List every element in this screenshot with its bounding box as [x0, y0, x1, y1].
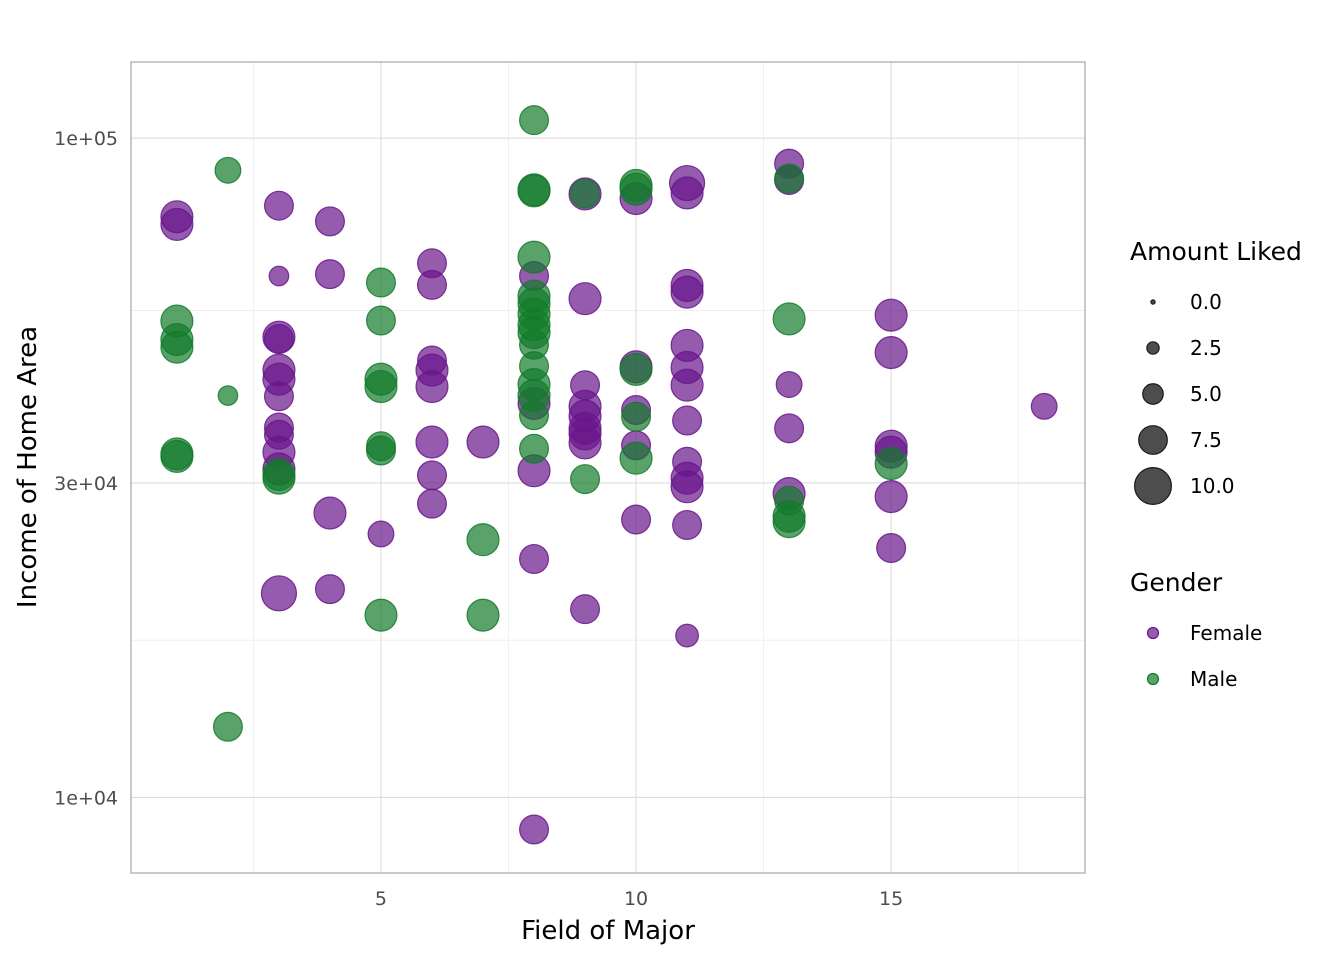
data-point-female [314, 206, 345, 237]
size-legend-title: Amount Liked [1130, 237, 1302, 266]
data-point-female [260, 575, 298, 612]
data-point-male [364, 370, 398, 404]
data-point-female [263, 190, 294, 221]
data-point-female [670, 275, 704, 309]
data-point-female [672, 405, 703, 436]
color-legend-keys: Female Male [1146, 621, 1262, 691]
data-point-male [217, 385, 239, 406]
x-tick-label: 10 [624, 888, 648, 910]
data-point-male [466, 523, 500, 557]
data-point-female [314, 574, 345, 605]
size-legend-label: 2.5 [1190, 336, 1222, 360]
data-point-male [517, 174, 551, 208]
data-point-female [1030, 392, 1058, 420]
data-point-female [774, 413, 805, 444]
color-legend-title: Gender [1130, 568, 1223, 597]
data-point-female [670, 176, 704, 210]
x-axis-title: Field of Major [521, 916, 695, 946]
x-tick-label: 5 [375, 888, 387, 910]
data-point-female [621, 504, 652, 535]
data-point-female [672, 509, 703, 540]
legend: Amount Liked 0.0 2.5 5.0 7.5 10.0 Gender Fem… [1130, 237, 1302, 691]
data-point-female [268, 265, 290, 287]
data-point-female [874, 335, 908, 370]
size-legend-symbol [1134, 467, 1172, 505]
data-point-male [160, 439, 194, 474]
data-point-female [416, 460, 447, 491]
data-point-male [262, 461, 296, 495]
data-point-female [466, 425, 500, 459]
data-point-female [160, 207, 194, 241]
data-point-male [621, 401, 652, 432]
data-point-male [466, 598, 500, 632]
data-point-male [365, 305, 396, 336]
size-legend-keys: 0.0 2.5 5.0 7.5 10.0 [1134, 290, 1235, 505]
data-point-male [519, 105, 550, 136]
data-point-male [619, 172, 653, 206]
color-legend-label: Female [1190, 621, 1262, 645]
y-tick-label: 1e+05 [54, 128, 118, 150]
data-point-male [619, 352, 653, 386]
size-legend-label: 0.0 [1190, 290, 1222, 314]
size-legend-symbol [1138, 425, 1168, 455]
data-point-female [367, 520, 395, 548]
data-point-male [365, 435, 396, 466]
y-tick-label: 1e+04 [54, 787, 118, 809]
data-point-female [675, 623, 699, 648]
data-point-male [160, 330, 194, 364]
data-point-male [365, 267, 396, 298]
data-point-female [570, 594, 601, 625]
size-legend-symbol [1146, 341, 1160, 355]
data-point-female [415, 370, 449, 404]
color-legend-symbol-female [1146, 626, 1160, 640]
y-tick-label: 3e+04 [54, 473, 118, 495]
data-point-female [313, 496, 347, 530]
x-tick-label: 15 [879, 888, 903, 910]
data-point-male [212, 711, 243, 742]
data-point-female [876, 532, 907, 563]
data-point-female [263, 381, 294, 412]
data-point-female [670, 470, 704, 504]
color-legend-symbol-male [1146, 672, 1160, 686]
size-legend-symbol [1150, 299, 1156, 305]
data-point-female [416, 488, 447, 519]
size-legend-symbol [1142, 383, 1164, 405]
data-point-female [670, 368, 704, 402]
size-legend-label: 10.0 [1190, 474, 1235, 498]
data-point-female [874, 298, 908, 332]
size-legend-label: 7.5 [1190, 428, 1222, 452]
size-legend-label: 5.0 [1190, 382, 1222, 406]
data-point-female [415, 425, 449, 459]
data-point-female [416, 269, 447, 300]
data-point-female [519, 814, 550, 845]
data-point-male [570, 178, 601, 209]
plot-panel-border [130, 61, 1086, 874]
data-point-female [519, 543, 550, 574]
data-point-female [263, 323, 294, 354]
data-point-male [772, 505, 806, 539]
data-point-male [364, 598, 398, 632]
color-legend-label: Male [1190, 667, 1237, 691]
data-point-male [619, 441, 653, 475]
data-point-male [214, 156, 242, 184]
y-axis-title: Income of Home Area [13, 326, 43, 608]
data-point-female [775, 371, 803, 398]
data-point-female [568, 282, 602, 316]
data-point-male [519, 400, 550, 431]
data-point-female [874, 480, 908, 514]
data-point-male [874, 446, 908, 481]
data-point-male [774, 163, 805, 194]
axis-ticks: 5 10 15 1e+04 3e+04 1e+05 [54, 128, 903, 910]
data-points [160, 105, 1058, 845]
data-point-male [772, 302, 806, 336]
data-point-male [570, 464, 601, 495]
data-point-female [314, 259, 345, 290]
data-point-male [517, 240, 551, 274]
data-point-female [568, 426, 602, 460]
data-point-male [519, 433, 550, 464]
